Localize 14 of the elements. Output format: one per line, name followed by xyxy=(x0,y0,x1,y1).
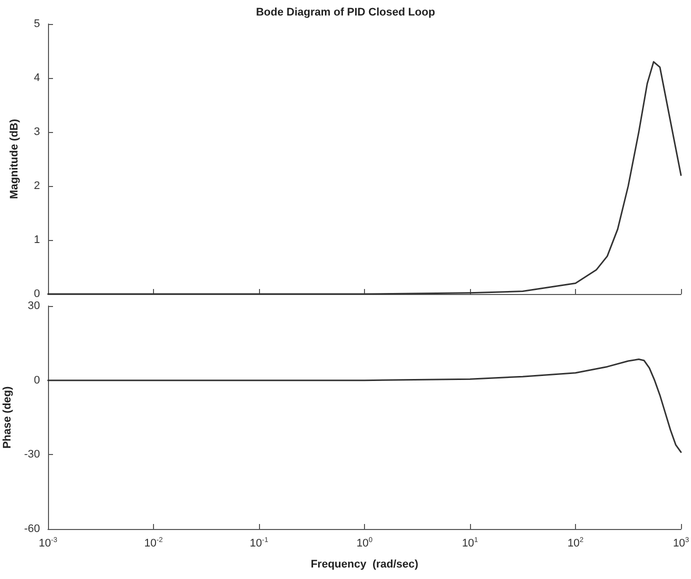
y-tick-label: 0 xyxy=(34,288,40,300)
y-tick-label: 2 xyxy=(34,180,40,192)
y-tick-label: 5 xyxy=(34,18,40,30)
y-tick-label: 3 xyxy=(34,126,40,138)
y-tick-label: -30 xyxy=(24,448,40,461)
chart-title: Bode Diagram of PID Closed Loop xyxy=(256,6,436,18)
y-tick-label: -60 xyxy=(24,523,40,535)
y-tick-label: 30 xyxy=(28,300,40,312)
y-tick-label: 1 xyxy=(34,234,40,246)
y-tick-label: 0 xyxy=(34,374,40,386)
x-axis-title: Frequency (rad/sec) xyxy=(310,558,419,570)
y-tick-label: 4 xyxy=(34,72,40,84)
y-axis-title: Phase (deg) xyxy=(2,386,14,449)
y-axis-title: Magnitude (dB) xyxy=(8,118,20,200)
